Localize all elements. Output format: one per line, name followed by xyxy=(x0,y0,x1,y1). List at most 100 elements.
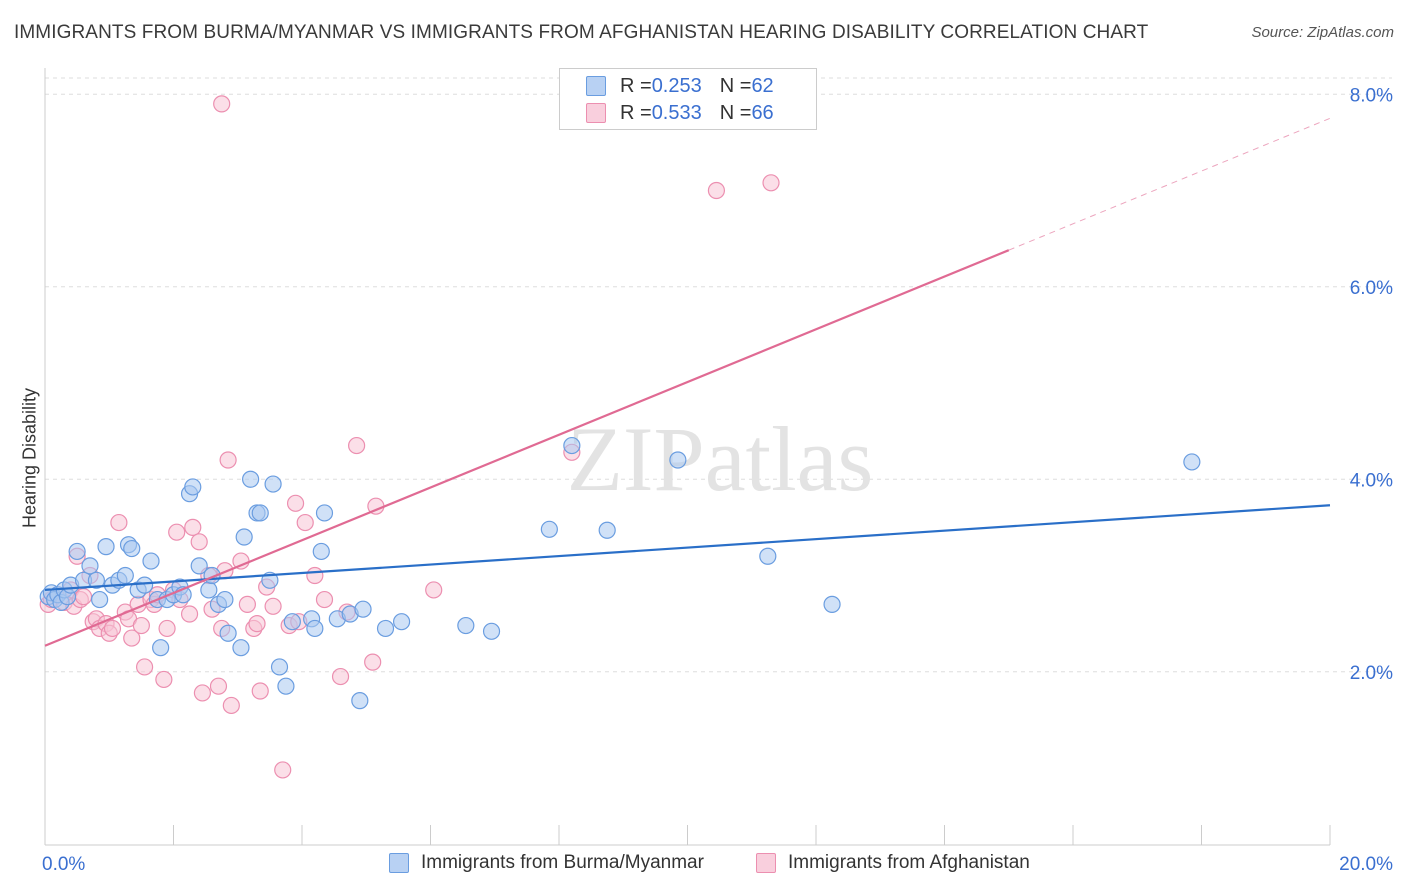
burma-trend-line xyxy=(44,504,1331,592)
x-tick-label-1: 20.0% xyxy=(1339,854,1393,875)
bottom-legend-swatch-burma xyxy=(389,853,409,873)
afghanistan-point-40 xyxy=(219,451,237,469)
burma-point-8 xyxy=(68,542,86,561)
afghanistan-trend-extension xyxy=(1008,117,1331,251)
burma-point-37 xyxy=(235,528,253,546)
axes xyxy=(44,68,1331,846)
burma-point-49 xyxy=(312,542,330,561)
burma-point-35 xyxy=(219,624,237,642)
afghanistan-point-54 xyxy=(306,566,324,585)
burma-point-40 xyxy=(251,504,269,522)
series-burma-points xyxy=(39,436,1201,710)
burma-point-48 xyxy=(315,504,334,522)
legend-swatch-afghanistan xyxy=(586,103,606,123)
afghanistan-point-26 xyxy=(155,670,173,689)
burma-point-47 xyxy=(306,619,324,638)
y-tick-label-3: 8.0% xyxy=(1350,85,1393,106)
burma-point-13 xyxy=(97,538,115,556)
legend-n-label: N = xyxy=(719,74,752,97)
grid-lines xyxy=(45,77,1392,673)
legend-n-label: N = xyxy=(719,101,752,124)
legend-row-burma: R = 0.253 N = 62 xyxy=(586,74,774,98)
burma-point-64 xyxy=(1183,453,1201,471)
afghanistan-point-64 xyxy=(762,174,780,192)
burma-point-31 xyxy=(200,581,218,599)
burma-point-10 xyxy=(81,557,99,575)
chart-title: IMMIGRANTS FROM BURMA/MYANMAR VS IMMIGRA… xyxy=(14,22,1149,43)
bottom-legend-label-afghanistan: Immigrants from Afghanistan xyxy=(788,852,1030,873)
afghanistan-point-16 xyxy=(110,513,128,532)
x-tick-label-0: 0.0% xyxy=(42,854,85,875)
afghanistan-trend-line xyxy=(44,249,1010,647)
burma-point-16 xyxy=(116,566,134,585)
burma-point-54 xyxy=(376,619,395,638)
afghanistan-point-41 xyxy=(222,696,240,715)
burma-point-11 xyxy=(87,571,106,589)
bottom-legend-label-burma: Immigrants from Burma/Myanmar xyxy=(421,852,704,873)
afghanistan-point-55 xyxy=(315,590,334,609)
burma-point-20 xyxy=(135,576,154,594)
bottom-legend-swatch-afghanistan xyxy=(756,853,776,873)
burma-point-60 xyxy=(598,521,616,539)
afghanistan-point-59 xyxy=(364,653,382,671)
afghanistan-point-46 xyxy=(251,682,269,700)
legend: R = 0.253 N = 62 R = 0.533 N = 66 xyxy=(559,68,817,130)
afghanistan-point-22 xyxy=(135,658,154,676)
afghanistan-point-37 xyxy=(209,677,228,695)
afghanistan-point-43 xyxy=(238,595,256,613)
trend-lines xyxy=(44,117,1331,647)
bottom-legend-afghanistan: Immigrants from Afghanistan xyxy=(756,852,1030,874)
afghanistan-point-29 xyxy=(168,523,186,541)
burma-point-52 xyxy=(351,692,369,710)
afghanistan-point-48 xyxy=(264,597,282,615)
burma-point-63 xyxy=(823,595,841,613)
afghanistan-point-31 xyxy=(180,605,199,623)
burma-point-21 xyxy=(142,552,160,570)
burma-point-61 xyxy=(669,451,687,469)
afghanistan-point-32 xyxy=(184,518,202,536)
afghanistan-point-53 xyxy=(296,513,314,532)
legend-n-value: 66 xyxy=(751,101,774,124)
burma-point-43 xyxy=(270,658,289,676)
burma-point-55 xyxy=(392,613,411,631)
burma-point-62 xyxy=(759,547,777,565)
burma-point-53 xyxy=(354,600,372,618)
y-tick-label-1: 4.0% xyxy=(1350,470,1393,491)
chart-source: Source: ZipAtlas.com xyxy=(1251,24,1394,41)
afghanistan-point-45 xyxy=(248,615,266,633)
legend-r-label: R = xyxy=(620,101,652,124)
afghanistan-point-21 xyxy=(132,616,150,635)
y-tick-label-2: 6.0% xyxy=(1350,278,1393,299)
legend-swatch-burma xyxy=(586,76,606,96)
legend-n-value: 62 xyxy=(751,74,774,97)
afghanistan-point-63 xyxy=(707,181,726,200)
afghanistan-point-51 xyxy=(286,494,305,512)
legend-r-label: R = xyxy=(620,74,652,97)
burma-point-18 xyxy=(123,539,141,558)
afghanistan-point-19 xyxy=(123,629,141,647)
afghanistan-point-33 xyxy=(190,533,208,551)
burma-point-30 xyxy=(190,557,208,575)
afghanistan-point-58 xyxy=(348,436,366,455)
burma-point-59 xyxy=(563,436,581,455)
legend-row-afghanistan: R = 0.533 N = 66 xyxy=(586,101,774,125)
burma-point-45 xyxy=(283,613,301,631)
watermark: ZIPatlas xyxy=(567,408,874,510)
burma-point-36 xyxy=(232,639,250,657)
burma-point-12 xyxy=(91,590,109,609)
burma-point-57 xyxy=(482,622,501,640)
legend-r-value: 0.533 xyxy=(651,101,702,124)
bottom-legend-burma: Immigrants from Burma/Myanmar xyxy=(389,852,704,874)
y-tick-label-0: 2.0% xyxy=(1350,663,1393,684)
legend-r-value: 0.253 xyxy=(651,74,702,97)
afghanistan-point-8 xyxy=(74,588,93,606)
burma-point-38 xyxy=(242,470,260,488)
burma-point-42 xyxy=(264,475,282,493)
burma-point-29 xyxy=(184,478,202,496)
afghanistan-point-27 xyxy=(158,619,176,638)
afghanistan-point-65 xyxy=(213,95,231,113)
burma-point-44 xyxy=(277,677,295,695)
afghanistan-point-56 xyxy=(331,667,350,686)
y-tick-labels: 2.0% 4.0% 6.0% 8.0% xyxy=(1350,85,1393,684)
